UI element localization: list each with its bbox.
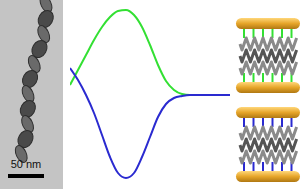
ribbon-stack [240,50,297,62]
ribbon-stack [240,62,297,74]
cd-curve [70,68,230,178]
linker [253,73,255,82]
schematic [236,18,300,93]
linker [253,162,255,171]
linker [243,29,245,38]
ribbon-stack [240,38,297,50]
gold-rod [236,171,300,182]
cd-curve [70,10,230,95]
linker [262,162,264,171]
ribbon-stack [240,139,297,151]
ribbon-stack [240,151,297,163]
scale-bar [8,174,44,178]
tem-image: 50 nm [0,0,63,189]
tem-background [0,0,63,189]
linker [243,118,245,127]
gold-rod [236,107,300,118]
linker [262,73,264,82]
linker [291,118,293,127]
linker [272,73,274,82]
scale-bar-label: 50 nm [11,158,42,170]
linker [281,118,283,127]
gold-rod [236,82,300,93]
ribbon-stack [240,127,297,139]
linker [272,162,274,171]
plot-area [70,10,230,178]
gold-rod [236,18,300,29]
linker [281,29,283,38]
linker [291,29,293,38]
schematic [236,107,300,182]
